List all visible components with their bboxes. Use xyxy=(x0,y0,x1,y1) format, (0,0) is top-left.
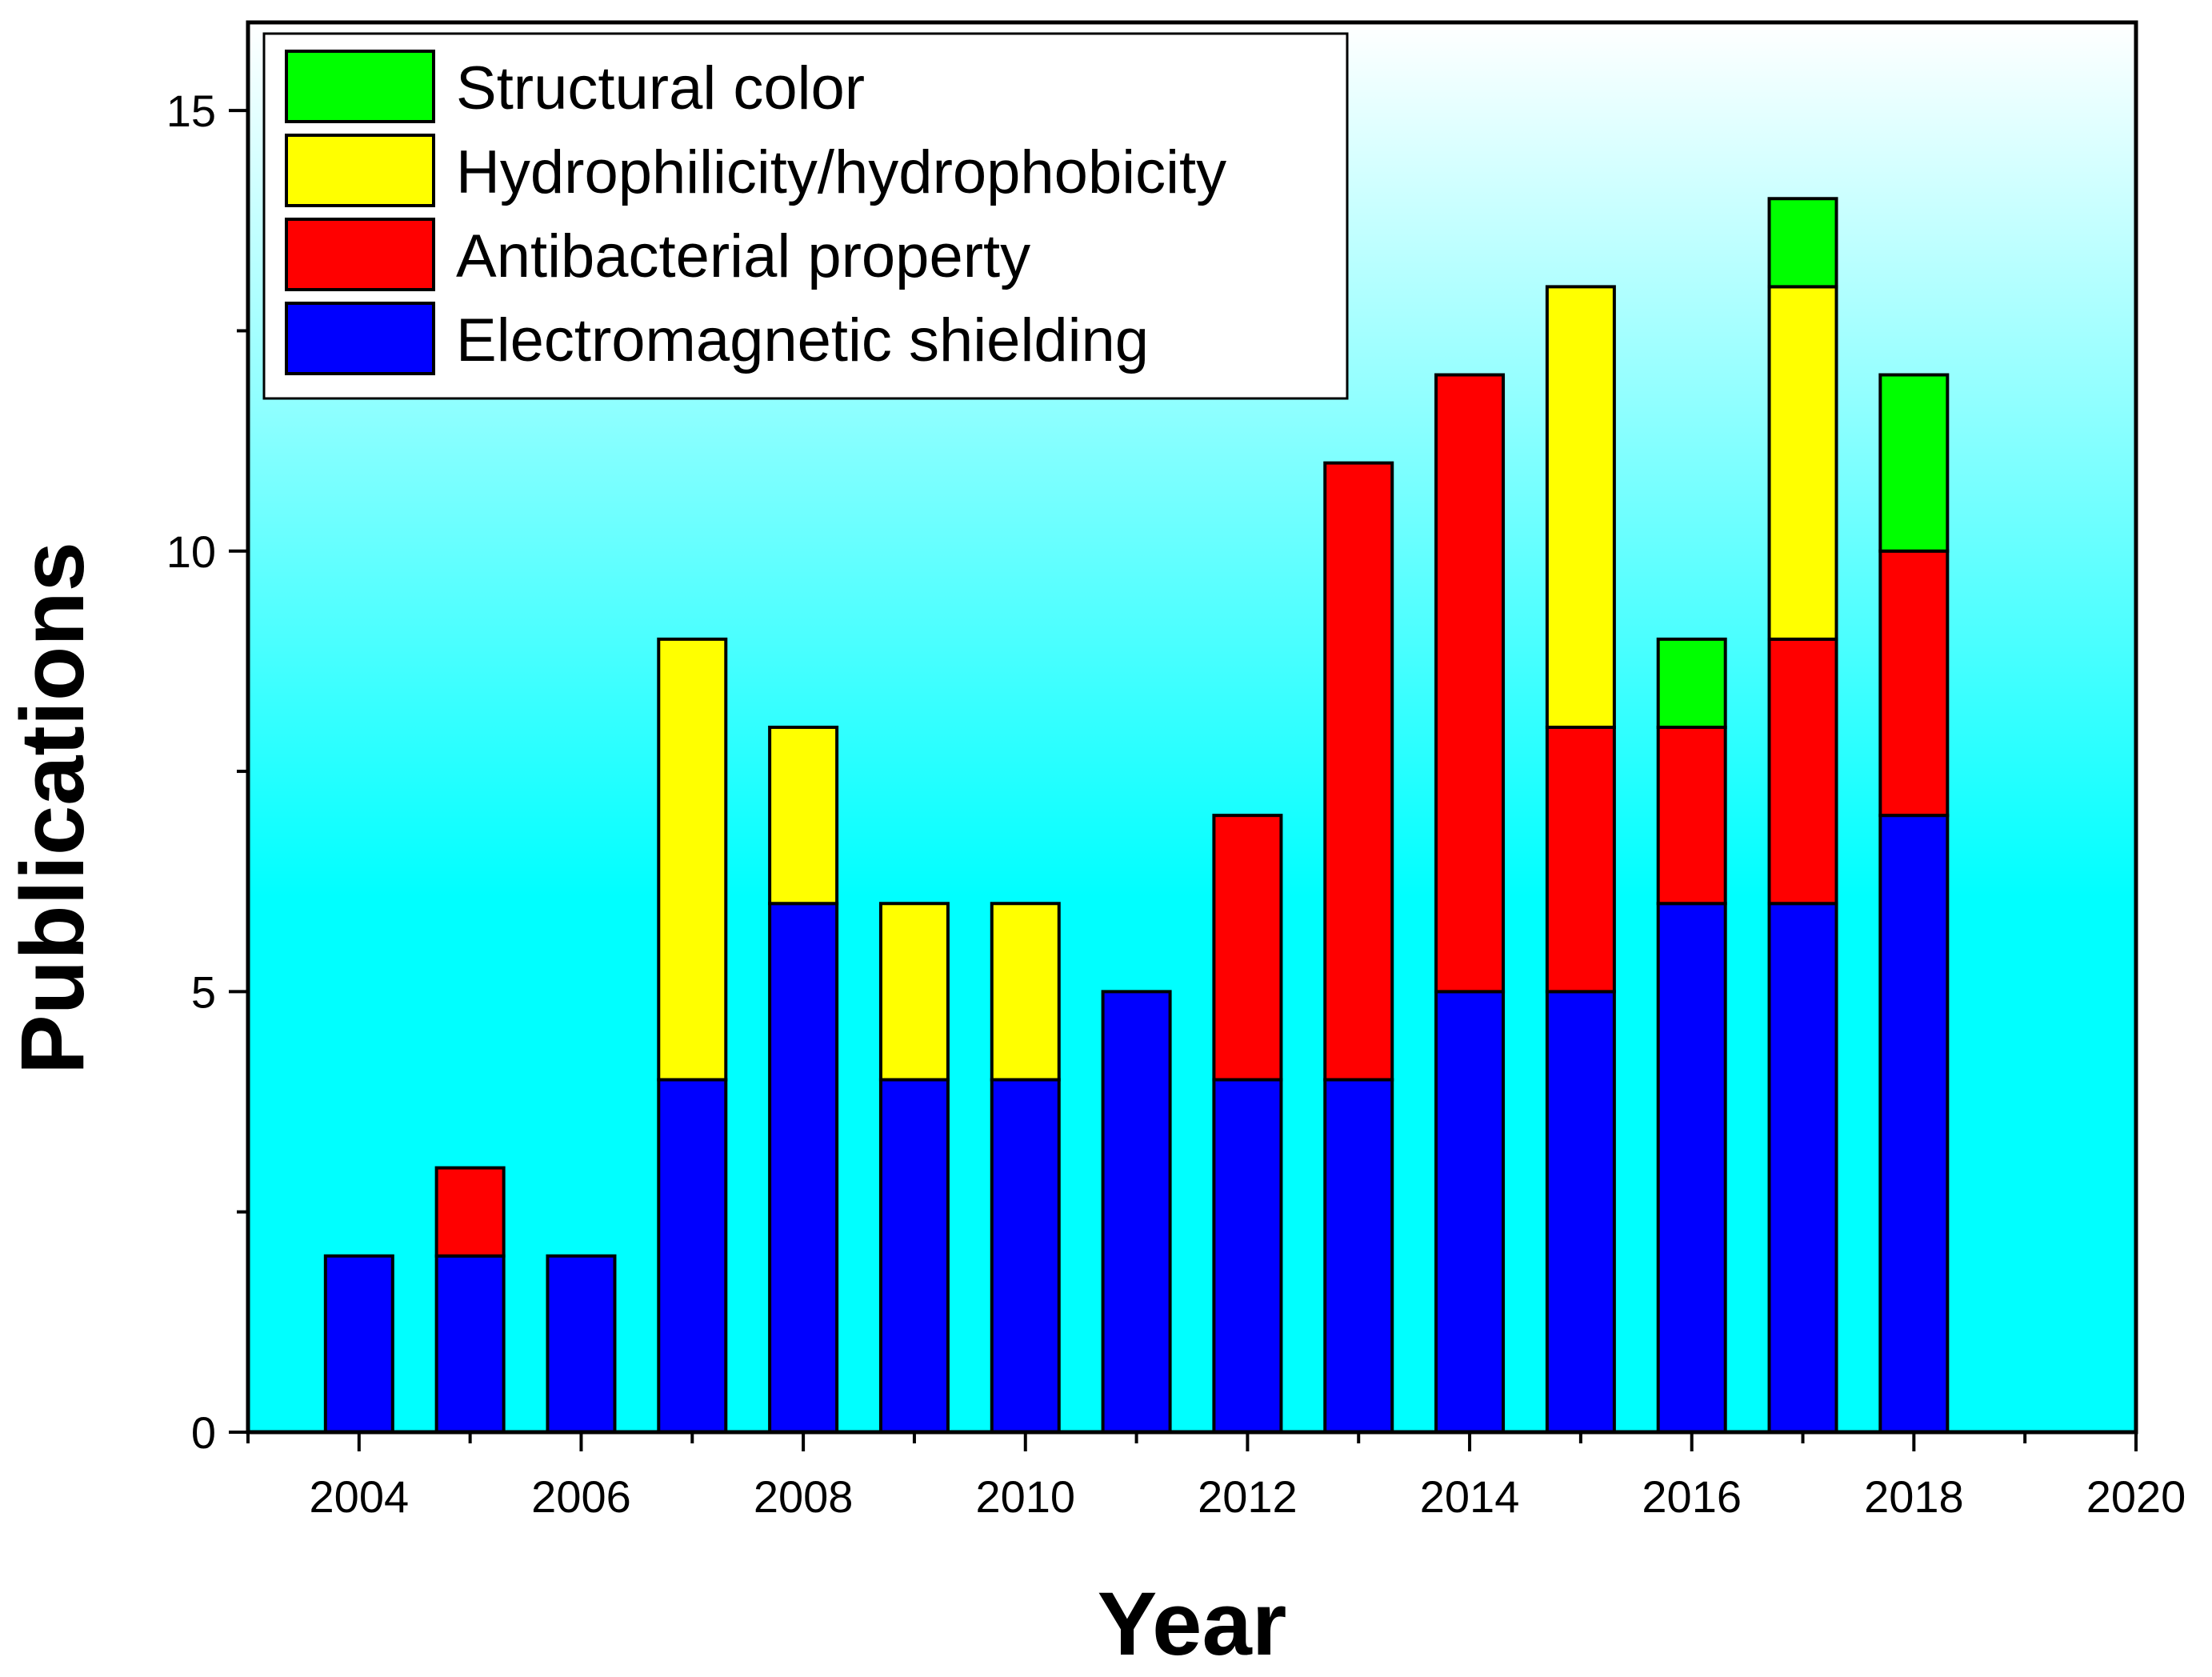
x-tick-label-2006: 2006 xyxy=(531,1471,631,1522)
legend-label-0: Structural color xyxy=(456,54,865,122)
bar-2018-series-3 xyxy=(1878,373,1950,553)
bar-2009-series-2 xyxy=(878,902,950,1082)
legend-label-2: Antibacterial property xyxy=(456,222,1030,290)
bar-2016-series-1 xyxy=(1656,726,1727,906)
x-tick-label-2004: 2004 xyxy=(310,1471,410,1522)
bar-2009-series-0 xyxy=(878,1078,950,1434)
bar-2007-series-2 xyxy=(657,637,728,1082)
bar-2013-series-1 xyxy=(1323,461,1394,1082)
bar-2006-series-0 xyxy=(546,1254,617,1434)
bar-2014-series-1 xyxy=(1434,373,1506,994)
bar-2018-series-1 xyxy=(1878,549,1950,818)
x-axis-title: Year xyxy=(1098,1574,1287,1674)
bar-2014-series-0 xyxy=(1434,990,1506,1434)
bar-2015-series-2 xyxy=(1545,285,1616,729)
x-tick-label-2014: 2014 xyxy=(1420,1471,1520,1522)
bar-2010-series-0 xyxy=(990,1078,1061,1434)
x-tick-label-2012: 2012 xyxy=(1198,1471,1298,1522)
legend: Structural color Hydrophilicity/hydrophob… xyxy=(262,32,1349,400)
axis-ticks-group: 2004 2006 2008 2010 2012 2014 2016 2018 2020 0 5 10… xyxy=(166,86,2186,1522)
x-tick-label-2010: 2010 xyxy=(975,1471,1075,1522)
x-tick-label-2020: 2020 xyxy=(2086,1471,2186,1522)
x-tick-label-2016: 2016 xyxy=(1642,1471,1742,1522)
legend-box xyxy=(262,32,1349,400)
bar-2015-series-1 xyxy=(1545,726,1616,994)
bar-2008-series-0 xyxy=(768,902,839,1434)
bar-2017-series-3 xyxy=(1767,197,1838,289)
y-tick-label-10: 10 xyxy=(166,526,216,577)
y-tick-label-15: 15 xyxy=(166,86,216,136)
bar-2007-series-0 xyxy=(657,1078,728,1434)
bar-2010-series-2 xyxy=(990,902,1061,1082)
bars-group xyxy=(323,197,1950,1434)
legend-swatch-2 xyxy=(285,218,435,291)
bar-2012-series-1 xyxy=(1212,814,1283,1082)
legend-swatch-0 xyxy=(285,50,435,123)
bar-2017-series-2 xyxy=(1767,285,1838,641)
legend-label-3: Electromagnetic shielding xyxy=(456,306,1149,374)
plot-frame xyxy=(246,20,2138,1435)
bar-2016-series-0 xyxy=(1656,902,1727,1434)
x-tick-label-2018: 2018 xyxy=(1864,1471,1964,1522)
bar-2017-series-1 xyxy=(1767,637,1838,906)
bar-2012-series-0 xyxy=(1212,1078,1283,1434)
bar-2018-series-0 xyxy=(1878,814,1950,1434)
bar-2017-series-0 xyxy=(1767,902,1838,1434)
y-tick-label-5: 5 xyxy=(191,967,216,1017)
bar-2005-series-0 xyxy=(434,1254,506,1434)
bar-2004-series-0 xyxy=(323,1254,394,1434)
legend-label-1: Hydrophilicity/hydrophobicity xyxy=(456,138,1226,206)
bar-2013-series-0 xyxy=(1323,1078,1394,1434)
bar-2005-series-1 xyxy=(434,1166,506,1258)
y-axis-title: Publications xyxy=(2,542,102,1075)
legend-swatch-3 xyxy=(285,302,435,375)
y-tick-label-0: 0 xyxy=(191,1407,216,1458)
bar-2011-series-0 xyxy=(1101,990,1172,1434)
bar-2015-series-0 xyxy=(1545,990,1616,1434)
legend-swatch-1 xyxy=(285,134,435,207)
x-tick-label-2008: 2008 xyxy=(754,1471,854,1522)
bar-2016-series-3 xyxy=(1656,637,1727,729)
bar-2008-series-2 xyxy=(768,726,839,906)
